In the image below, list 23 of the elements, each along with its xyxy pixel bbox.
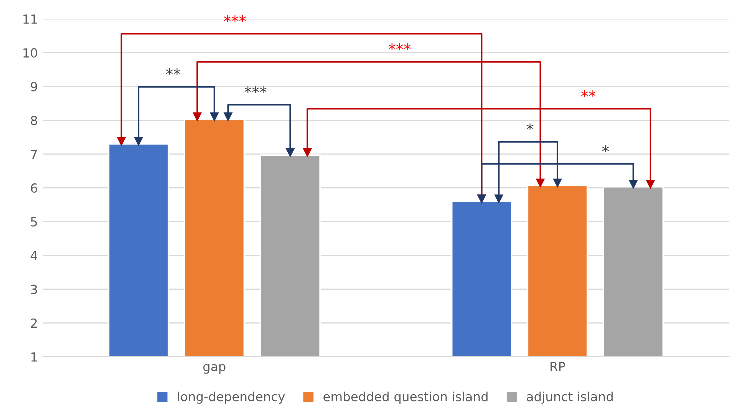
y-tick-label: 9 — [31, 82, 38, 92]
legend-label: long-dependency — [178, 392, 286, 404]
x-tick-label: gap — [204, 364, 226, 374]
annotation: *** — [388, 44, 411, 50]
annotation: * — [602, 146, 610, 152]
legend-label: adjunct island — [527, 392, 613, 404]
annotation: * — [526, 124, 534, 131]
y-tick-label: 1 — [32, 352, 38, 362]
annotation: *** — [244, 86, 267, 94]
y-tick-label: 3 — [31, 284, 38, 294]
annotation: ** — [581, 90, 596, 98]
y-tick-label: 11 — [24, 14, 38, 24]
y-tick-label: 6 — [31, 184, 38, 194]
y-tick-label: 8 — [31, 116, 38, 126]
y-tick-label: 4 — [30, 251, 38, 260]
x-tick-label: RP — [550, 362, 566, 372]
legend-label: embedded question island — [324, 392, 488, 404]
y-tick-label: 10 — [24, 48, 38, 58]
y-tick-label: 7 — [31, 150, 38, 160]
annotation: *** — [224, 15, 246, 22]
y-tick-label: 5 — [31, 218, 38, 227]
annotation: ** — [166, 68, 181, 76]
y-tick-label: 2 — [31, 318, 37, 328]
